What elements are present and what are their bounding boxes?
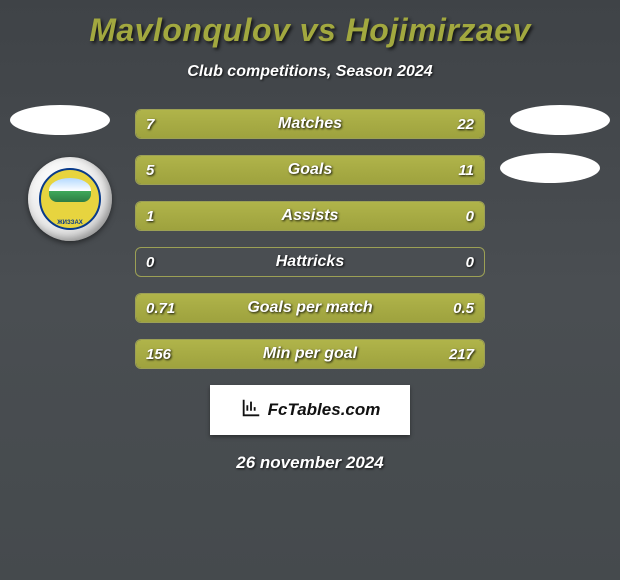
player-right-avatar-placeholder xyxy=(510,105,610,135)
stat-row: 00Hattricks xyxy=(135,247,485,277)
club-right-badge-placeholder xyxy=(500,153,600,183)
stat-label: Assists xyxy=(136,202,484,230)
club-left-badge: ЖИЗЗАХ xyxy=(28,157,112,241)
stat-label: Goals xyxy=(136,156,484,184)
stat-row: 722Matches xyxy=(135,109,485,139)
page-title: Mavlonqulov vs Hojimirzaev xyxy=(0,0,620,49)
stat-row: 156217Min per goal xyxy=(135,339,485,369)
date-text: 26 november 2024 xyxy=(0,453,620,473)
stat-label: Hattricks xyxy=(136,248,484,276)
stat-row: 511Goals xyxy=(135,155,485,185)
club-left-badge-inner: ЖИЗЗАХ xyxy=(39,168,101,230)
footer-brand: FcTables.com xyxy=(210,385,410,435)
stat-row: 10Assists xyxy=(135,201,485,231)
footer-brand-text: FcTables.com xyxy=(268,400,381,420)
stat-label: Matches xyxy=(136,110,484,138)
stat-label: Goals per match xyxy=(136,294,484,322)
stat-label: Min per goal xyxy=(136,340,484,368)
stat-bars: 722Matches 511Goals 10Assists 00Hattricks 0.… xyxy=(135,109,485,369)
chart-icon xyxy=(240,397,262,424)
player-left-avatar-placeholder xyxy=(10,105,110,135)
stat-row: 0.710.5Goals per match xyxy=(135,293,485,323)
page-subtitle: Club competitions, Season 2024 xyxy=(0,63,620,81)
comparison-arena: ЖИЗЗАХ 722Matches 511Goals 10Assists 00Hatt… xyxy=(0,109,620,369)
